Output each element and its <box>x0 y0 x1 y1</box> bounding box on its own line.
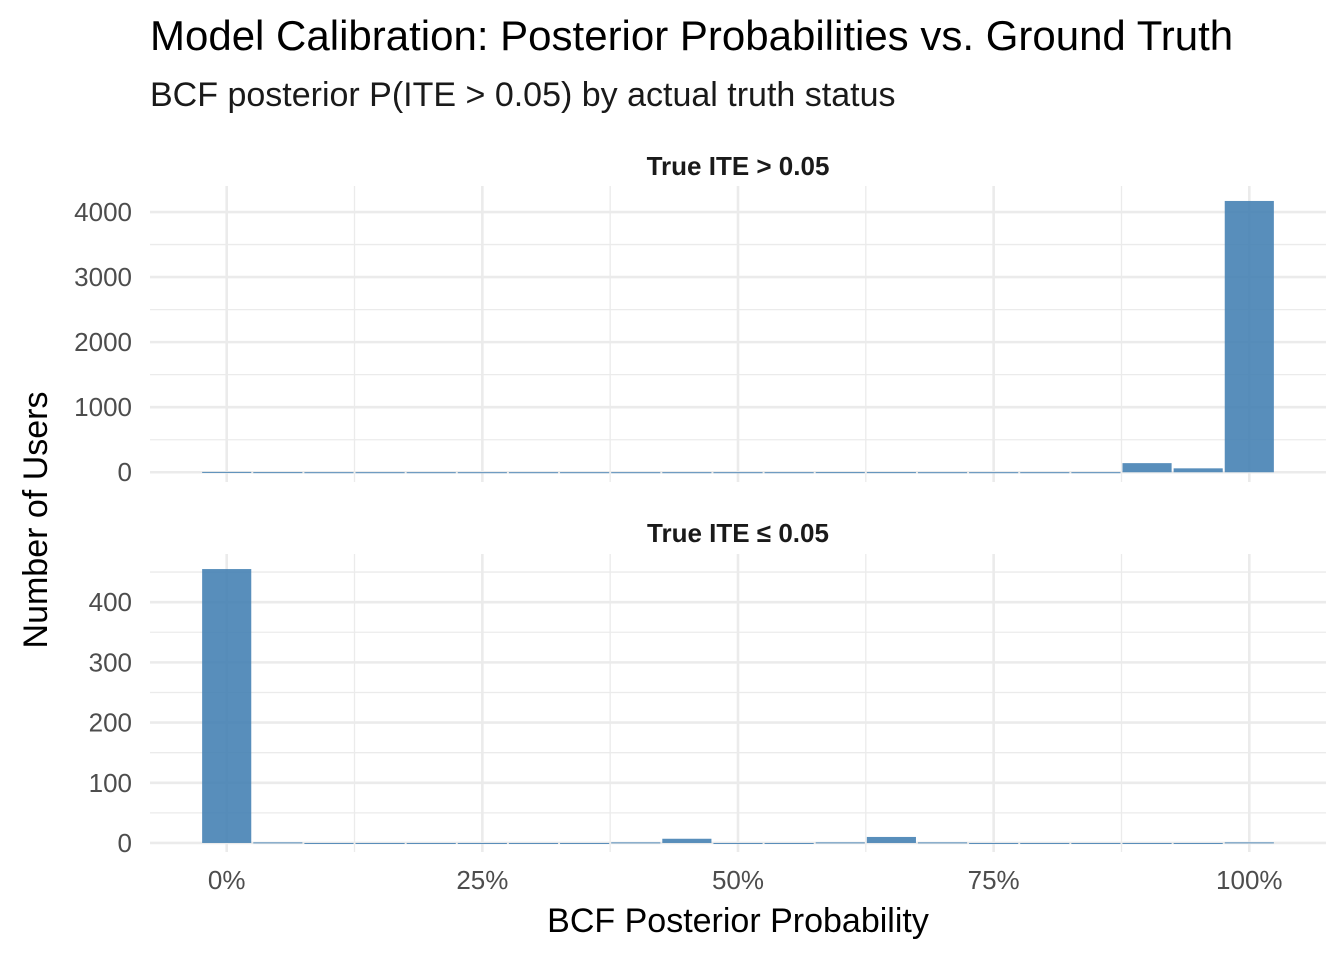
chart-title: Model Calibration: Posterior Probabiliti… <box>150 12 1234 59</box>
histogram-bar <box>560 842 610 844</box>
x-tick-label: 25% <box>456 865 508 895</box>
y-tick-label: 4000 <box>74 197 132 227</box>
histogram-bar <box>304 472 354 474</box>
histogram-bar <box>1173 842 1223 844</box>
y-tick-label: 0 <box>118 457 132 487</box>
x-tick-label: 50% <box>712 865 764 895</box>
histogram-bar <box>253 842 303 844</box>
histogram-bar <box>917 472 968 474</box>
histogram-bar <box>969 472 1019 474</box>
histogram-bar <box>508 842 559 844</box>
histogram-bar <box>202 471 252 473</box>
histogram-bar <box>713 472 763 474</box>
histogram-bar <box>815 472 865 474</box>
histogram-bar <box>1122 463 1172 473</box>
histogram-bar <box>457 842 507 844</box>
histogram-bar <box>253 472 303 474</box>
histogram-bar <box>1224 842 1274 844</box>
histogram-bar <box>355 472 405 474</box>
chart-subtitle: BCF posterior P(ITE > 0.05) by actual tr… <box>150 76 896 114</box>
histogram-bar <box>406 842 456 844</box>
histogram-bar <box>457 472 507 474</box>
histogram-bar <box>764 472 814 474</box>
histogram-bar <box>355 842 405 844</box>
histogram-bar <box>508 472 559 474</box>
histogram-bar <box>304 842 354 844</box>
y-tick-label: 3000 <box>74 262 132 292</box>
y-tick-label: 0 <box>118 828 132 858</box>
panel-strip-label: True ITE > 0.05 <box>647 151 830 181</box>
histogram-bar <box>713 842 763 844</box>
histogram-bar <box>611 842 661 844</box>
histogram-bar <box>662 472 712 474</box>
histogram-bar <box>815 842 865 844</box>
histogram-bar <box>764 842 814 844</box>
histogram-bar <box>611 472 661 474</box>
histogram-bar <box>866 472 916 474</box>
histogram-bar <box>1122 842 1172 844</box>
histogram-bar <box>1071 842 1121 844</box>
y-tick-label: 300 <box>89 647 132 677</box>
histogram-bar <box>866 836 916 843</box>
y-tick-label: 100 <box>89 768 132 798</box>
x-tick-label: 75% <box>968 865 1020 895</box>
y-tick-label: 400 <box>89 587 132 617</box>
x-tick-label: 100% <box>1216 865 1283 895</box>
histogram-bar <box>969 842 1019 844</box>
histogram-bar <box>1173 468 1223 473</box>
x-tick-label: 0% <box>208 865 246 895</box>
y-tick-label: 2000 <box>74 327 132 357</box>
histogram-bar <box>560 472 610 474</box>
histogram-bar <box>917 842 968 844</box>
y-tick-label: 1000 <box>74 392 132 422</box>
panel-strip-label: True ITE ≤ 0.05 <box>647 518 829 548</box>
histogram-bar <box>1224 200 1274 473</box>
y-tick-label: 200 <box>89 708 132 738</box>
histogram-bar <box>1020 842 1070 844</box>
histogram-bar <box>1020 472 1070 474</box>
histogram-bar <box>662 838 712 843</box>
x-axis-title: BCF Posterior Probability <box>547 902 929 940</box>
y-axis-title: Number of Users <box>17 392 55 649</box>
histogram-bar <box>1071 472 1121 474</box>
histogram-bar <box>202 569 252 843</box>
histogram-bar <box>406 472 456 474</box>
